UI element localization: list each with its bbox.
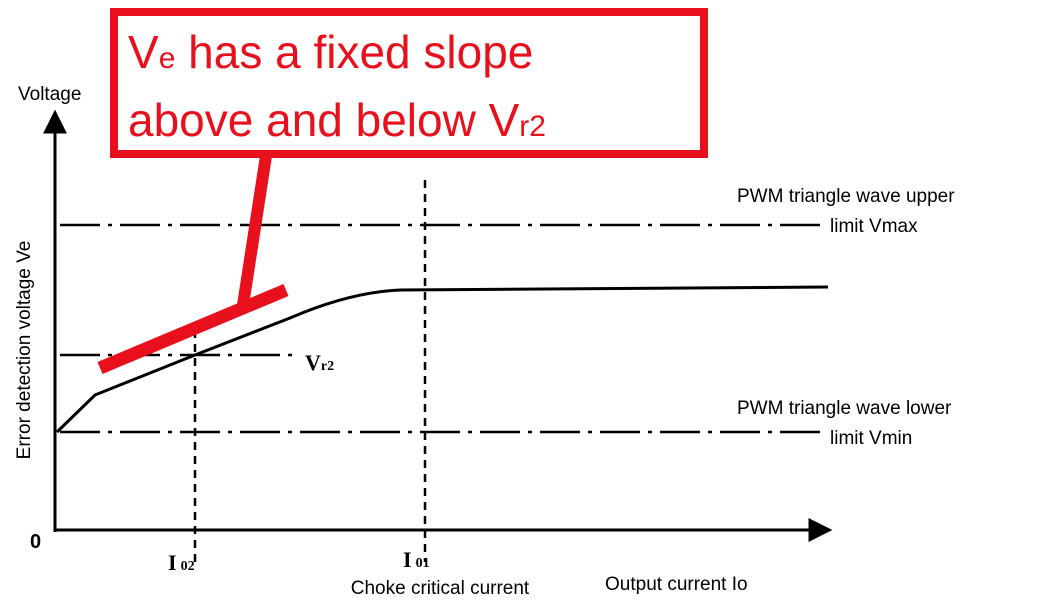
t: r2 [519, 110, 546, 143]
t: has a fixed slope [175, 26, 533, 78]
y-title: Error detection voltage Ve [14, 241, 35, 460]
lower-2: limit Vmin [830, 428, 912, 449]
callout-pointer [237, 155, 272, 306]
slope-marker [97, 284, 289, 374]
upper-1: PWM triangle wave upper [737, 186, 955, 207]
lower-1: PWM triangle wave lower [737, 398, 952, 419]
vr2-label: Vr2 [305, 350, 334, 375]
origin: 0 [30, 531, 41, 553]
t: e [159, 42, 176, 75]
main: I [168, 550, 177, 575]
callout-line2: above and below Vr2 [128, 94, 546, 146]
main: I [403, 547, 412, 572]
i02-label: I 02 [168, 550, 195, 575]
sub: 01 [416, 556, 430, 571]
ve-curve [55, 285, 829, 434]
upper-2: limit Vmax [830, 216, 918, 237]
y-label: Voltage [18, 84, 81, 105]
x-title: Output current Io [605, 574, 748, 595]
callout-box [110, 8, 708, 158]
i01-caption: Choke critical current [351, 578, 530, 599]
t: above and below V [128, 94, 520, 146]
t: V [128, 26, 159, 78]
i01-label: I 01 [403, 547, 430, 572]
sub: r2 [321, 359, 334, 374]
sub: 02 [181, 559, 195, 574]
callout-line1: Ve has a fixed slope [128, 26, 533, 78]
main: V [305, 350, 321, 375]
